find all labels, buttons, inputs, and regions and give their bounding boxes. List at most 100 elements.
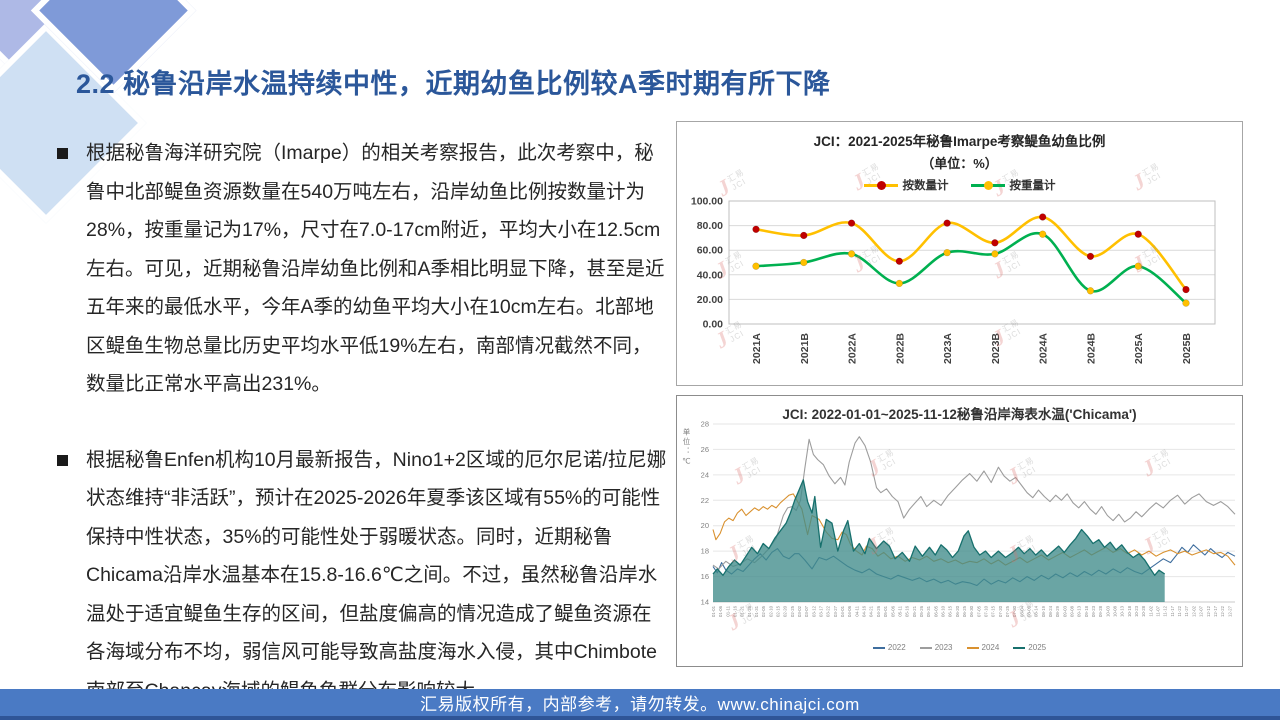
svg-text:26: 26 [701, 445, 709, 454]
series-按重量计 [752, 230, 1190, 307]
svg-text:12-17: 12-17 [1213, 605, 1218, 617]
svg-text:02-05: 02-05 [761, 605, 766, 617]
svg-text:04-16: 04-16 [862, 605, 867, 617]
svg-text:07-25: 07-25 [1005, 605, 1010, 617]
svg-text:07-10: 07-10 [984, 605, 989, 617]
juvenile-ratio-chart: JCI：2021-2025年秘鲁Imarpe考察鳀鱼幼鱼比例 （单位：%） 按数… [676, 121, 1243, 386]
legend-line-icon [863, 180, 898, 190]
legend-label: 2022 [887, 643, 906, 652]
svg-text:03-27: 03-27 [833, 605, 838, 617]
svg-text:03-12: 03-12 [811, 605, 816, 617]
svg-text:04-11: 04-11 [854, 605, 859, 616]
svg-text:100.00: 100.00 [691, 196, 723, 208]
svg-text:08-14: 08-14 [1034, 605, 1039, 617]
bullet-text: 根据秘鲁海洋研究院（Imarpe）的相关考察报告，此次考察中，秘鲁中北部鳀鱼资源… [86, 142, 665, 395]
chart-title: JCI：2021-2025年秘鲁Imarpe考察鳀鱼幼鱼比例 [813, 134, 1106, 149]
svg-text:05-11: 05-11 [897, 605, 902, 616]
series-按数量计 [752, 213, 1190, 294]
legend-label: 按数量计 [902, 180, 949, 192]
legend-item: 2023 [919, 643, 953, 652]
svg-text:10-18: 10-18 [1127, 605, 1132, 617]
svg-text:04-21: 04-21 [869, 605, 874, 617]
page-title: 2.2 秘鲁沿岸水温持续中性，近期幼鱼比例较A季时期有所下降 [76, 69, 831, 99]
legend-label: 2023 [934, 643, 953, 652]
svg-text:16: 16 [701, 572, 709, 581]
svg-text:01-21: 01-21 [740, 605, 745, 617]
bullet-item: 根据秘鲁Enfen机构10月最新报告，Nino1+2区域的厄尔尼诺/拉尼娜状态维… [54, 441, 670, 711]
svg-text:09-13: 09-13 [1077, 605, 1082, 617]
svg-text:40.00: 40.00 [697, 269, 723, 281]
svg-text:80.00: 80.00 [697, 220, 723, 232]
svg-text:08-29: 08-29 [1055, 605, 1060, 617]
svg-text:07-20: 07-20 [998, 605, 1003, 617]
svg-text:08-19: 08-19 [1041, 605, 1046, 617]
svg-text:07-30: 07-30 [1012, 605, 1017, 617]
svg-text:04-01: 04-01 [840, 605, 845, 617]
footer-text: 汇易版权所有，内部参考，请勿转发。www.chinajci.com [420, 695, 860, 714]
legend-line-icon [966, 646, 979, 649]
svg-text:09-23: 09-23 [1091, 605, 1096, 617]
svg-text:12-22: 12-22 [1220, 605, 1225, 617]
svg-text:05-26: 05-26 [919, 605, 924, 617]
svg-text:06-20: 06-20 [955, 605, 960, 617]
svg-text:2022A: 2022A [847, 333, 859, 364]
bullet-item: 根据秘鲁海洋研究院（Imarpe）的相关考察报告，此次考察中，秘鲁中北部鳀鱼资源… [54, 134, 670, 404]
svg-text:09-03: 09-03 [1062, 605, 1067, 617]
bullet-square-icon [57, 148, 68, 159]
svg-text:09-18: 09-18 [1084, 605, 1089, 617]
svg-text:20: 20 [701, 521, 709, 530]
svg-text:10-03: 10-03 [1105, 605, 1110, 617]
svg-text:01-26: 01-26 [747, 605, 752, 617]
legend-item: 按重量计 [970, 177, 1056, 193]
svg-text:02-25: 02-25 [790, 605, 795, 617]
svg-text:05-06: 05-06 [890, 605, 895, 617]
svg-text:02-20: 02-20 [783, 605, 788, 617]
svg-text:10-13: 10-13 [1120, 605, 1125, 617]
svg-text:11-22: 11-22 [1177, 605, 1182, 616]
svg-text:2024A: 2024A [1038, 333, 1050, 364]
svg-text:20.00: 20.00 [697, 294, 723, 306]
svg-text:2024B: 2024B [1085, 333, 1097, 364]
legend-label: 2025 [1028, 643, 1047, 652]
svg-text:01-11: 01-11 [725, 605, 730, 616]
svg-text:02-15: 02-15 [776, 605, 781, 617]
legend-line-icon [919, 646, 932, 649]
svg-text:12-27: 12-27 [1227, 605, 1232, 617]
svg-text:11-27: 11-27 [1184, 605, 1189, 616]
svg-text:06-05: 06-05 [933, 605, 938, 617]
svg-text:12-07: 12-07 [1199, 605, 1204, 617]
svg-text:03-22: 03-22 [826, 605, 831, 617]
legend-item: 2022 [872, 643, 906, 652]
svg-text:14: 14 [701, 598, 709, 607]
svg-text:06-30: 06-30 [969, 605, 974, 617]
svg-text:02-10: 02-10 [768, 605, 773, 617]
svg-text:05-16: 05-16 [905, 605, 910, 617]
footer-strip [0, 716, 1280, 720]
sst-chart: JCI: 2022-01-01~2025-11-12秘鲁沿岸海表水温('Chic… [676, 395, 1243, 667]
svg-text:07-05: 07-05 [976, 605, 981, 617]
svg-text:22: 22 [701, 496, 709, 505]
bullet-square-icon [57, 454, 68, 466]
axes: 0.00 20.00 40.00 60.00 80.00 100.00 2021A 2021B… [691, 196, 1216, 364]
svg-text:04-26: 04-26 [876, 605, 881, 617]
svg-text:01-06: 01-06 [718, 605, 723, 617]
legend-label: 2024 [981, 643, 1000, 652]
svg-text:09-28: 09-28 [1098, 605, 1103, 617]
legend-line-icon [872, 646, 885, 649]
svg-text:11-02: 11-02 [1148, 605, 1153, 616]
svg-text:05-01: 05-01 [883, 605, 888, 617]
svg-text:24: 24 [701, 470, 709, 479]
svg-text:2023A: 2023A [942, 333, 954, 364]
svg-text:07-15: 07-15 [991, 605, 996, 617]
svg-text:08-09: 08-09 [1027, 605, 1032, 617]
svg-text:08-24: 08-24 [1048, 605, 1053, 617]
chart-legend: 2022 2023 2024 2025 [677, 643, 1242, 652]
bullet-text: 根据秘鲁Enfen机构10月最新报告，Nino1+2区域的厄尔尼诺/拉尼娜状态维… [86, 448, 667, 702]
svg-text:03-17: 03-17 [819, 605, 824, 617]
svg-text:05-31: 05-31 [926, 605, 931, 617]
legend-item: 2025 [1013, 643, 1046, 652]
svg-text:11-17: 11-17 [1170, 605, 1175, 616]
legend-line-icon [1013, 646, 1026, 649]
